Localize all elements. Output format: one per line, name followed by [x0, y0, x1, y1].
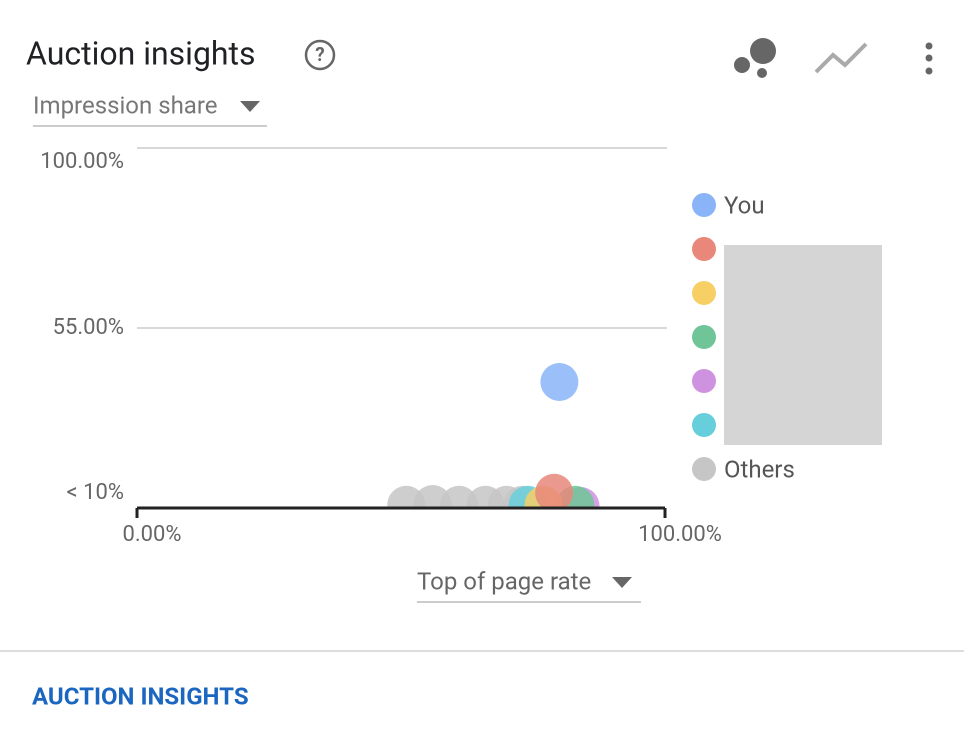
- bubble: [540, 363, 579, 401]
- legend-swatch: [692, 413, 716, 437]
- more-menu[interactable]: [925, 42, 933, 75]
- legend-swatch: [692, 325, 716, 349]
- redacted-box: [724, 245, 882, 445]
- x-axis-label: Top of page rate: [417, 567, 591, 595]
- metric-dropdown[interactable]: Impression share: [33, 91, 267, 127]
- bubble-chart-icon[interactable]: [734, 38, 776, 78]
- legend-label: You: [724, 191, 765, 219]
- y-tick-label: < 10%: [67, 480, 124, 505]
- x-dropdown[interactable]: Top of page rate: [417, 567, 641, 603]
- legend-swatch: [692, 457, 716, 481]
- y-tick-label: 55.00%: [53, 315, 124, 340]
- y-tick-label: 100.00%: [40, 149, 124, 174]
- footer-link[interactable]: AUCTION INSIGHTS: [32, 682, 249, 710]
- bubble: [535, 473, 574, 508]
- legend-swatch: [692, 193, 716, 217]
- line-chart-icon[interactable]: [814, 42, 868, 74]
- x-tick-label: 100.00%: [638, 522, 722, 547]
- legend-swatch: [692, 281, 716, 305]
- legend-swatch: [692, 369, 716, 393]
- help-icon[interactable]: ?: [304, 39, 336, 71]
- metric-label: Impression share: [33, 91, 218, 119]
- svg-text:?: ?: [315, 43, 324, 66]
- card-title: Auction insights: [26, 34, 256, 72]
- legend-label: Others: [724, 455, 795, 483]
- x-tick-label: 0.00%: [122, 522, 181, 547]
- legend-swatch: [692, 237, 716, 261]
